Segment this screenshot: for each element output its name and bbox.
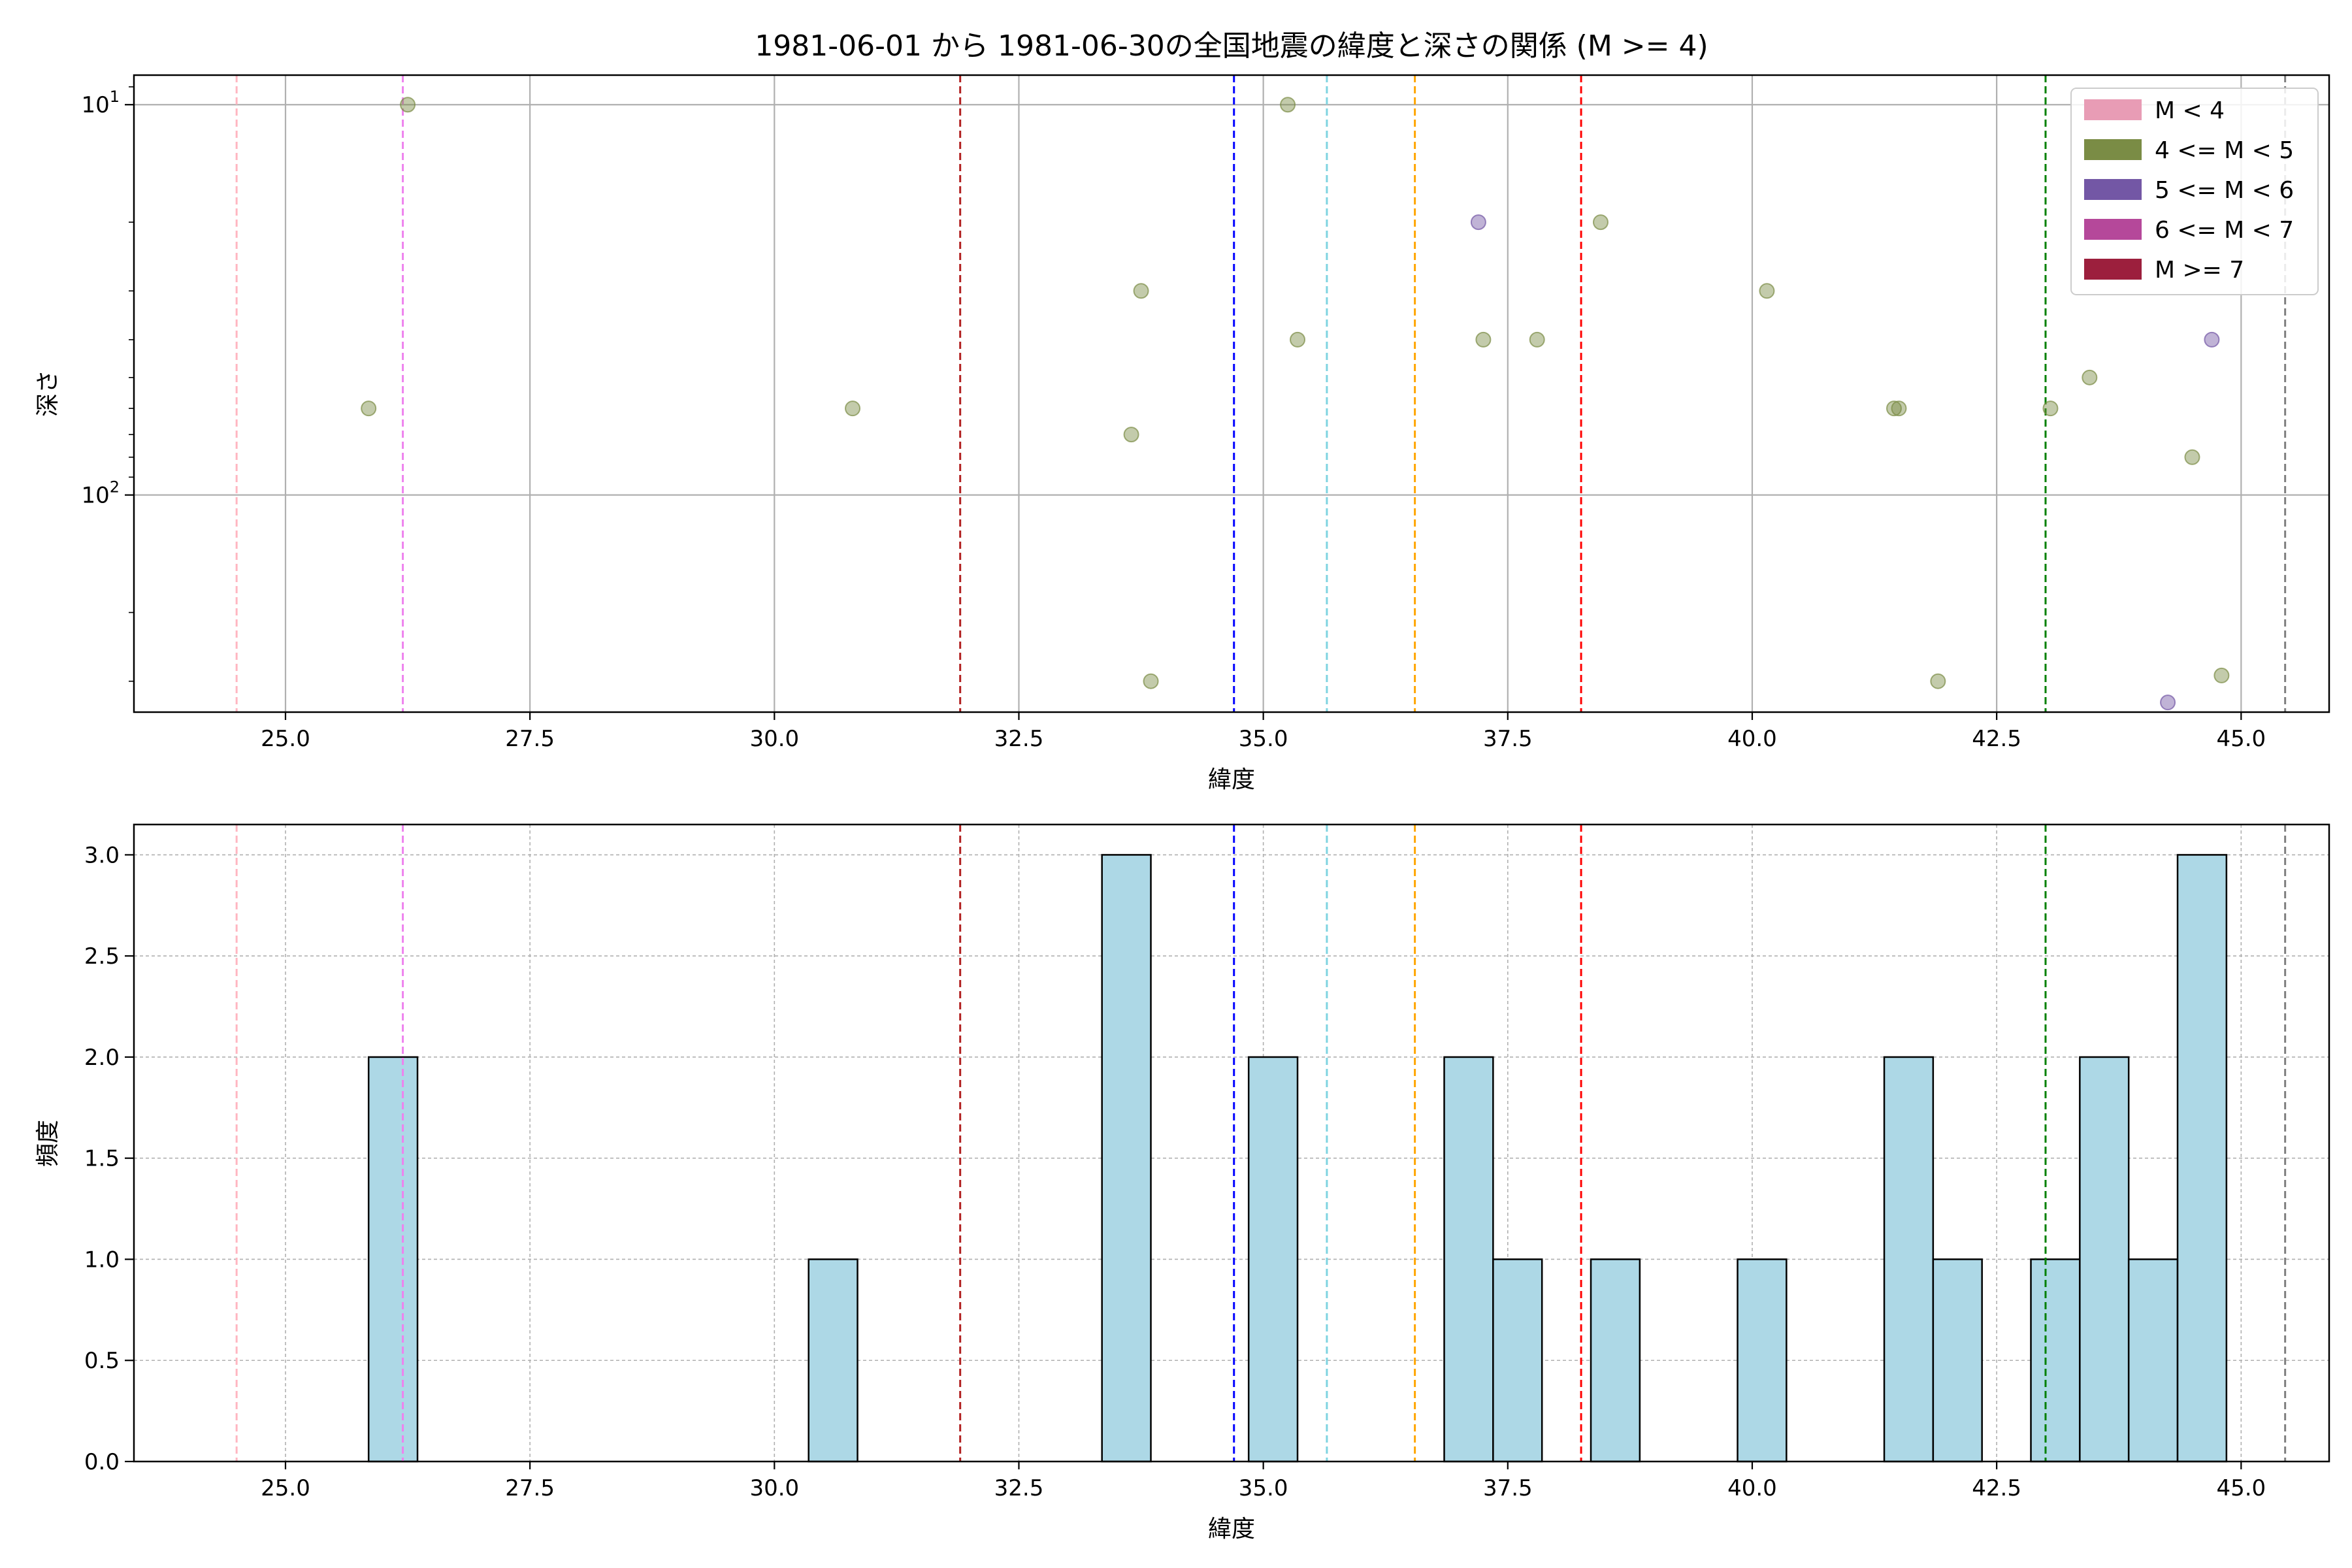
scatter-x-tick-label: 30.0 <box>749 726 799 752</box>
histogram-bar <box>1247 1056 1299 1463</box>
chart-title: 1981-06-01 から 1981-06-30の全国地震の緯度と深さの関係 (… <box>755 29 1708 63</box>
scatter-point <box>2042 400 2059 417</box>
histogram-bar <box>808 1258 858 1463</box>
histogram-y-tick-label: 2.5 <box>84 943 120 970</box>
histogram-x-tick-label: 42.5 <box>1972 1475 2021 1501</box>
histogram-bar <box>2127 1258 2179 1463</box>
scatter-x-ticks: 25.0 27.5 30.0 32.5 35.0 37.5 40.0 42.5 45.0 <box>261 712 2266 752</box>
scatter-point <box>361 400 377 417</box>
scatter-x-axis-label: 緯度 <box>1208 766 1255 793</box>
histogram-x-tick-label: 32.5 <box>994 1475 1044 1501</box>
scatter-x-tick-label: 32.5 <box>994 726 1044 752</box>
histogram-bar <box>367 1056 419 1463</box>
scatter-y-ticks: 101 102 <box>81 86 134 682</box>
legend-swatch <box>2084 259 2142 280</box>
histogram-bar <box>1443 1056 1494 1463</box>
scatter-point <box>845 400 861 417</box>
histogram-bar <box>1737 1258 1788 1463</box>
scatter-frame <box>133 74 2330 713</box>
scatter-x-tick-label: 37.5 <box>1483 726 1533 752</box>
histogram-y-axis-label: 頻度 <box>35 1120 61 1167</box>
histogram-y-tick-label: 2.0 <box>84 1045 120 1071</box>
histogram-x-tick-label: 27.5 <box>505 1475 555 1501</box>
histogram-panel: 25.0 27.5 30.0 32.5 35.0 37.5 40.0 42.5 45.0 0.0… <box>35 823 2330 1543</box>
histogram-y-tick-label: 0.5 <box>84 1348 120 1374</box>
legend-swatch <box>2084 99 2142 120</box>
histogram-x-ticks: 25.0 27.5 30.0 32.5 35.0 37.5 40.0 42.5 45.0 <box>261 1462 2266 1501</box>
legend-label: 6 <= M < 7 <box>2155 217 2294 244</box>
scatter-y-tick-label: 102 <box>81 478 120 509</box>
histogram-bar <box>1590 1258 1641 1463</box>
histogram-y-ticks: 0.0 0.5 1.0 1.5 2.0 2.5 3.0 <box>84 842 134 1475</box>
legend-label: 5 <= M < 6 <box>2155 177 2294 204</box>
scatter-x-tick-label: 40.0 <box>1727 726 1777 752</box>
histogram-y-tick-label: 0.0 <box>84 1449 120 1475</box>
scatter-point <box>1759 283 1775 299</box>
scatter-x-tick-label: 27.5 <box>505 726 555 752</box>
histogram-x-tick-label: 30.0 <box>749 1475 799 1501</box>
histogram-bar <box>1492 1258 1543 1463</box>
histogram-frame <box>133 823 2330 1463</box>
histogram-x-tick-label: 25.0 <box>261 1475 310 1501</box>
legend: M < 4 4 <= M < 5 5 <= M < 6 6 <= M < 7 M >= … <box>2070 88 2319 295</box>
histogram-bar <box>2079 1056 2130 1463</box>
histogram-plot-area <box>134 825 2329 1462</box>
histogram-reference-lines <box>235 825 2287 1462</box>
scatter-point <box>1886 400 1902 417</box>
scatter-y-tick-label: 101 <box>81 88 120 118</box>
scatter-panel: 25.0 27.5 30.0 32.5 35.0 37.5 40.0 42.5 45.0 101… <box>35 74 2330 793</box>
scatter-point <box>2204 331 2220 348</box>
histogram-bar <box>2176 854 2228 1463</box>
scatter-point <box>1475 331 1492 348</box>
scatter-x-tick-label: 42.5 <box>1972 726 2021 752</box>
scatter-point <box>1529 331 1545 348</box>
scatter-plot-area <box>134 75 2329 712</box>
scatter-point <box>2213 667 2230 683</box>
histogram-bar <box>2030 1258 2081 1463</box>
histogram-y-tick-label: 3.0 <box>84 842 120 868</box>
scatter-point <box>1891 400 1907 417</box>
scatter-point <box>1280 97 1296 113</box>
histogram-y-tick-label: 1.5 <box>84 1146 120 1172</box>
scatter-point <box>1290 331 1306 348</box>
histogram-bar <box>1883 1056 1935 1463</box>
scatter-points <box>361 97 2230 711</box>
scatter-x-tick-label: 35.0 <box>1239 726 1288 752</box>
scatter-x-tick-label: 25.0 <box>261 726 310 752</box>
scatter-point <box>2082 369 2098 385</box>
histogram-x-tick-label: 40.0 <box>1727 1475 1777 1501</box>
scatter-x-tick-label: 45.0 <box>2216 726 2266 752</box>
legend-label: 4 <= M < 5 <box>2155 137 2294 164</box>
legend-label: M < 4 <box>2155 97 2225 124</box>
scatter-point <box>2160 694 2176 711</box>
scatter-point <box>1123 427 1139 443</box>
scatter-point <box>2184 449 2200 465</box>
histogram-x-tick-label: 35.0 <box>1239 1475 1288 1501</box>
histogram-bar <box>1101 854 1152 1463</box>
scatter-point <box>400 97 416 113</box>
histogram-bar <box>1932 1258 1983 1463</box>
histogram-x-axis-label: 緯度 <box>1208 1516 1255 1543</box>
scatter-point <box>1592 214 1609 231</box>
legend-swatch <box>2084 139 2142 160</box>
histogram-x-tick-label: 37.5 <box>1483 1475 1533 1501</box>
scatter-point <box>1133 283 1149 299</box>
scatter-y-axis-label: 深さ <box>35 370 61 417</box>
legend-label: M >= 7 <box>2155 257 2244 284</box>
scatter-point <box>1470 214 1486 231</box>
legend-swatch <box>2084 219 2142 240</box>
histogram-bars <box>367 854 2228 1463</box>
scatter-point <box>1143 673 1159 689</box>
histogram-x-tick-label: 45.0 <box>2216 1475 2266 1501</box>
legend-swatch <box>2084 179 2142 200</box>
histogram-y-tick-label: 1.0 <box>84 1247 120 1273</box>
scatter-point <box>1930 673 1946 689</box>
